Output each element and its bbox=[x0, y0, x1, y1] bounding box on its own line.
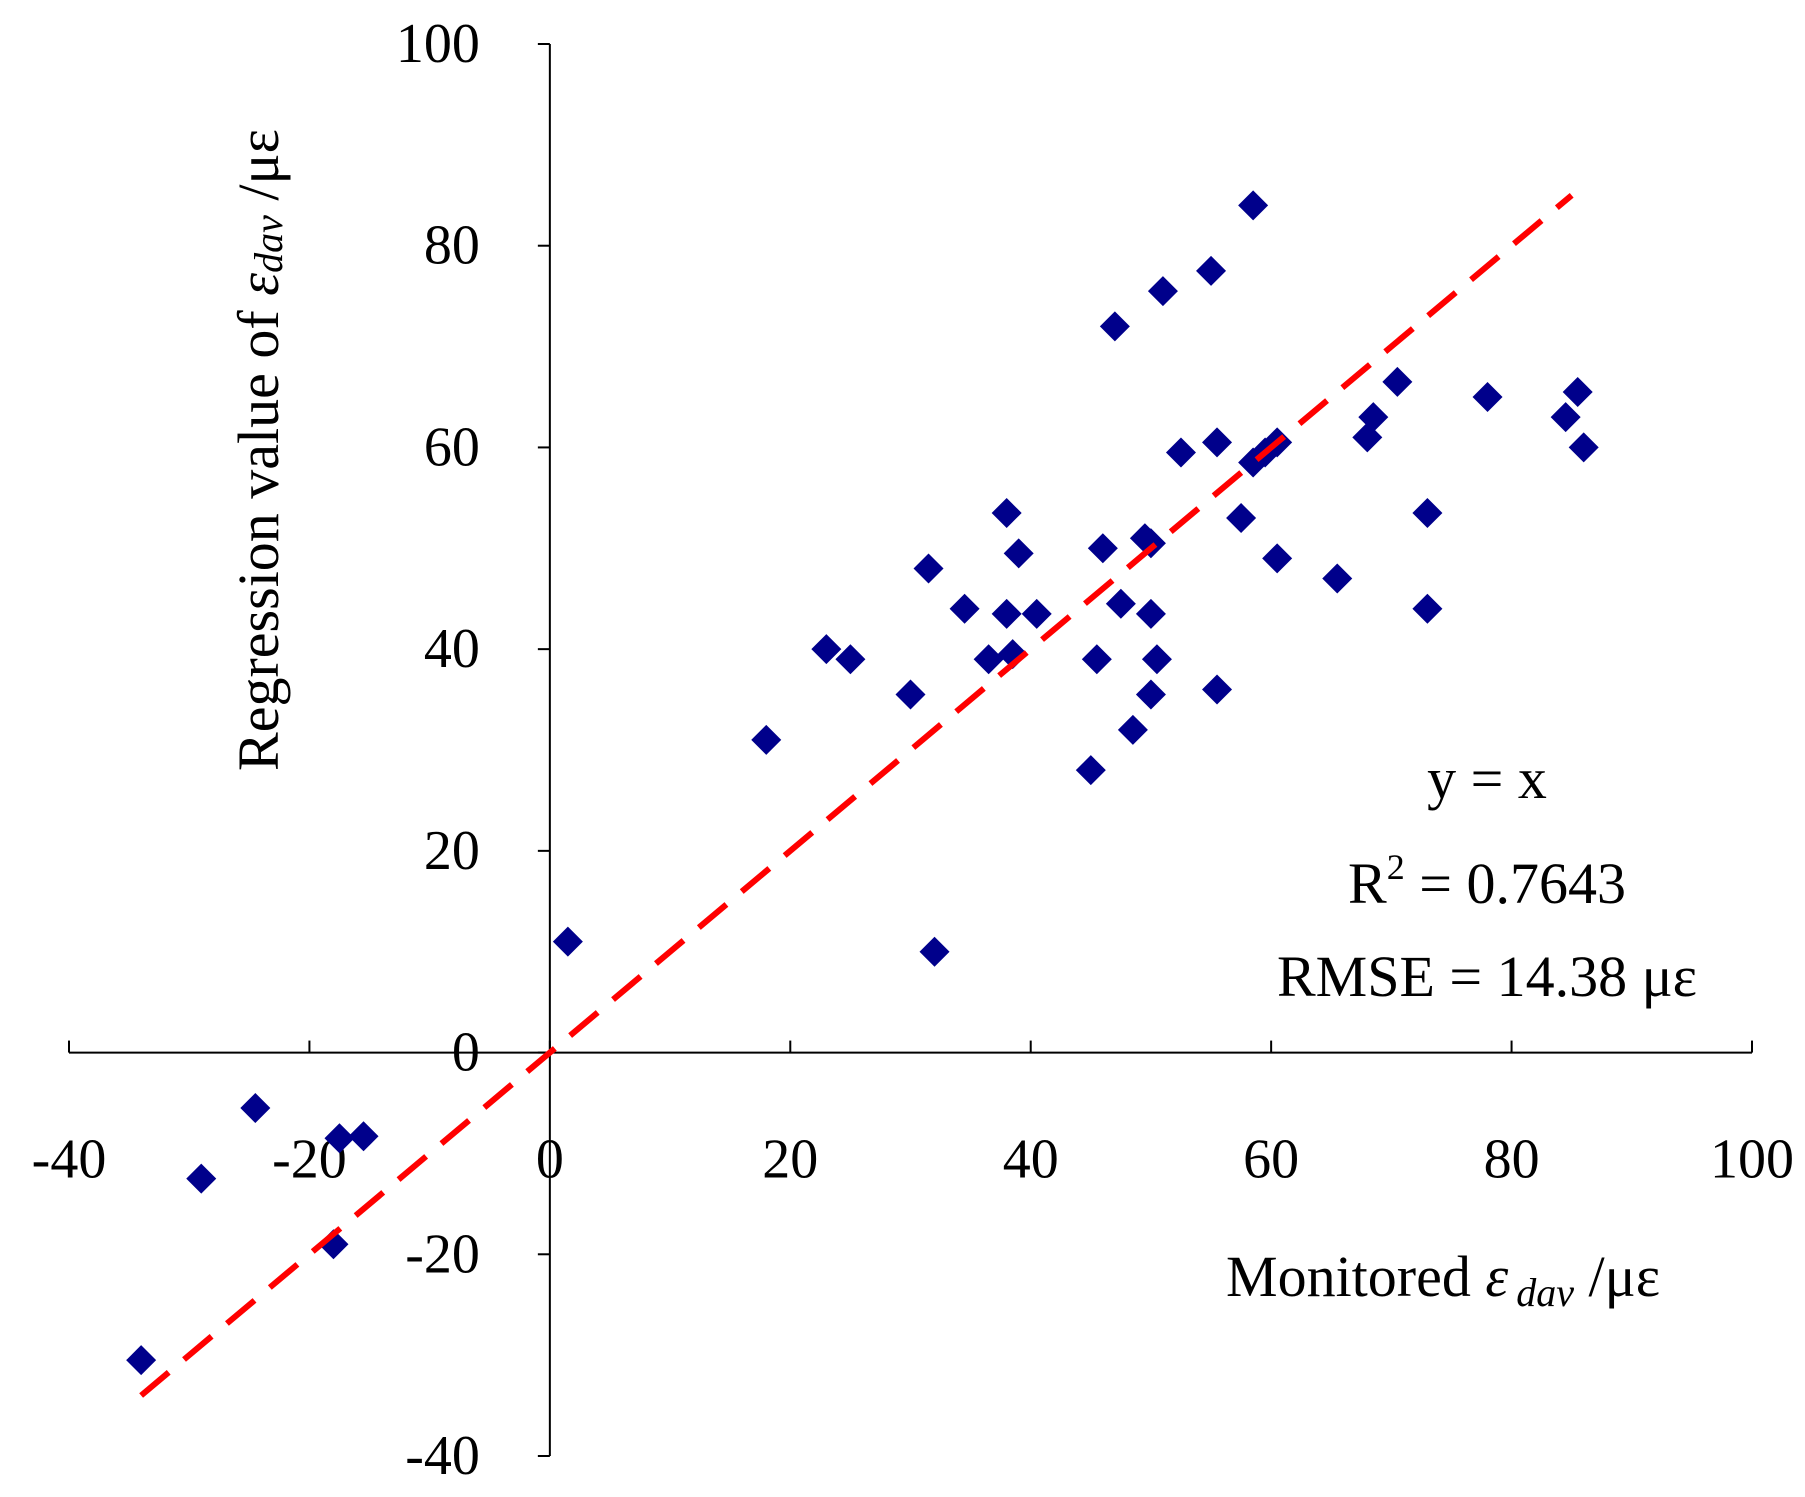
data-point bbox=[1003, 538, 1034, 569]
data-point bbox=[1165, 437, 1196, 468]
x-axis-title-suffix: /με bbox=[1574, 1244, 1660, 1309]
x-axis-title-prefix: Monitored bbox=[1226, 1244, 1485, 1309]
data-point bbox=[1021, 598, 1052, 629]
data-point bbox=[1412, 497, 1443, 528]
data-point bbox=[1202, 674, 1233, 705]
data-point bbox=[913, 553, 944, 584]
data-point bbox=[1141, 644, 1172, 675]
annotation-equation: y = x bbox=[1427, 746, 1547, 811]
data-point bbox=[1358, 402, 1389, 433]
annotation-r2: R2 = 0.7643 bbox=[1348, 847, 1626, 916]
data-point bbox=[1226, 503, 1257, 534]
y-tick-label: 100 bbox=[396, 13, 480, 75]
annotation-r2-prefix: R bbox=[1348, 851, 1387, 916]
data-point bbox=[973, 644, 1004, 675]
data-point bbox=[1472, 382, 1503, 412]
data-point bbox=[1202, 427, 1233, 458]
y-axis-title-suffix: /με bbox=[226, 129, 291, 215]
x-ticks: -40 -20 0 20 40 60 80 100 bbox=[32, 1040, 1794, 1191]
y-tick-label: 0 bbox=[452, 1022, 480, 1084]
data-point bbox=[1238, 190, 1269, 221]
y-tick-label: -20 bbox=[405, 1223, 480, 1285]
y-axis-title-subscript: dav bbox=[246, 215, 291, 273]
data-point bbox=[751, 724, 782, 755]
annotation-r2-sup: 2 bbox=[1387, 847, 1405, 887]
x-tick-label: 0 bbox=[536, 1129, 564, 1191]
annotation-r2-value: = 0.7643 bbox=[1405, 851, 1626, 916]
data-points bbox=[126, 190, 1599, 1376]
data-point bbox=[1262, 543, 1293, 574]
data-point bbox=[1135, 679, 1166, 710]
axes bbox=[69, 44, 1752, 1456]
data-point bbox=[1196, 255, 1227, 286]
data-point bbox=[991, 497, 1022, 528]
data-point bbox=[1099, 311, 1130, 342]
annotation-rmse: RMSE = 14.38 με bbox=[1277, 944, 1697, 1009]
x-tick-label: 100 bbox=[1710, 1129, 1794, 1191]
data-point bbox=[1412, 593, 1443, 624]
data-point bbox=[1550, 402, 1581, 433]
x-tick-label: 60 bbox=[1243, 1129, 1299, 1191]
data-point bbox=[240, 1093, 271, 1124]
data-point bbox=[1087, 533, 1118, 564]
data-point bbox=[811, 634, 842, 665]
x-axis-title-symbol: ε bbox=[1485, 1244, 1508, 1309]
data-point bbox=[1147, 276, 1178, 307]
data-point bbox=[324, 1123, 355, 1154]
y-axis-title: Regression value of εdav /με bbox=[226, 129, 291, 771]
x-tick-label: 80 bbox=[1484, 1129, 1540, 1191]
data-point bbox=[1382, 366, 1413, 397]
x-tick-label: 40 bbox=[1003, 1129, 1059, 1191]
data-point bbox=[126, 1345, 157, 1376]
data-point bbox=[1135, 598, 1166, 629]
x-tick-label: -40 bbox=[32, 1129, 107, 1191]
data-point bbox=[919, 936, 950, 967]
data-point bbox=[1562, 376, 1593, 407]
data-point bbox=[186, 1163, 217, 1194]
y-axis-title-symbol: ε bbox=[226, 273, 291, 296]
fit-line bbox=[139, 192, 1574, 1398]
data-point bbox=[1322, 563, 1353, 594]
data-point bbox=[1105, 588, 1136, 619]
y-tick-label: 20 bbox=[424, 820, 480, 882]
y-tick-label: 80 bbox=[424, 215, 480, 277]
data-point bbox=[895, 679, 926, 710]
y-tick-label: 40 bbox=[424, 618, 480, 680]
data-point bbox=[1117, 714, 1148, 745]
data-point bbox=[991, 598, 1022, 629]
data-point bbox=[949, 593, 980, 624]
y-tick-label: -40 bbox=[405, 1425, 480, 1487]
data-point bbox=[1568, 432, 1599, 463]
x-tick-label: 20 bbox=[762, 1129, 818, 1191]
x-axis-title: Monitored ε dav /με bbox=[1226, 1244, 1660, 1315]
data-point bbox=[1075, 755, 1106, 786]
x-axis-title-subscript: dav bbox=[1516, 1270, 1574, 1315]
y-axis-title-prefix: Regression value of bbox=[226, 296, 291, 771]
y-tick-label: 60 bbox=[424, 416, 480, 478]
data-point bbox=[552, 926, 583, 957]
data-point bbox=[835, 644, 866, 675]
y-ticks: -40 -20 0 20 40 60 80 100 bbox=[396, 13, 550, 1487]
data-point bbox=[348, 1121, 379, 1152]
data-point bbox=[1081, 644, 1112, 675]
fit-line-group bbox=[139, 192, 1574, 1398]
